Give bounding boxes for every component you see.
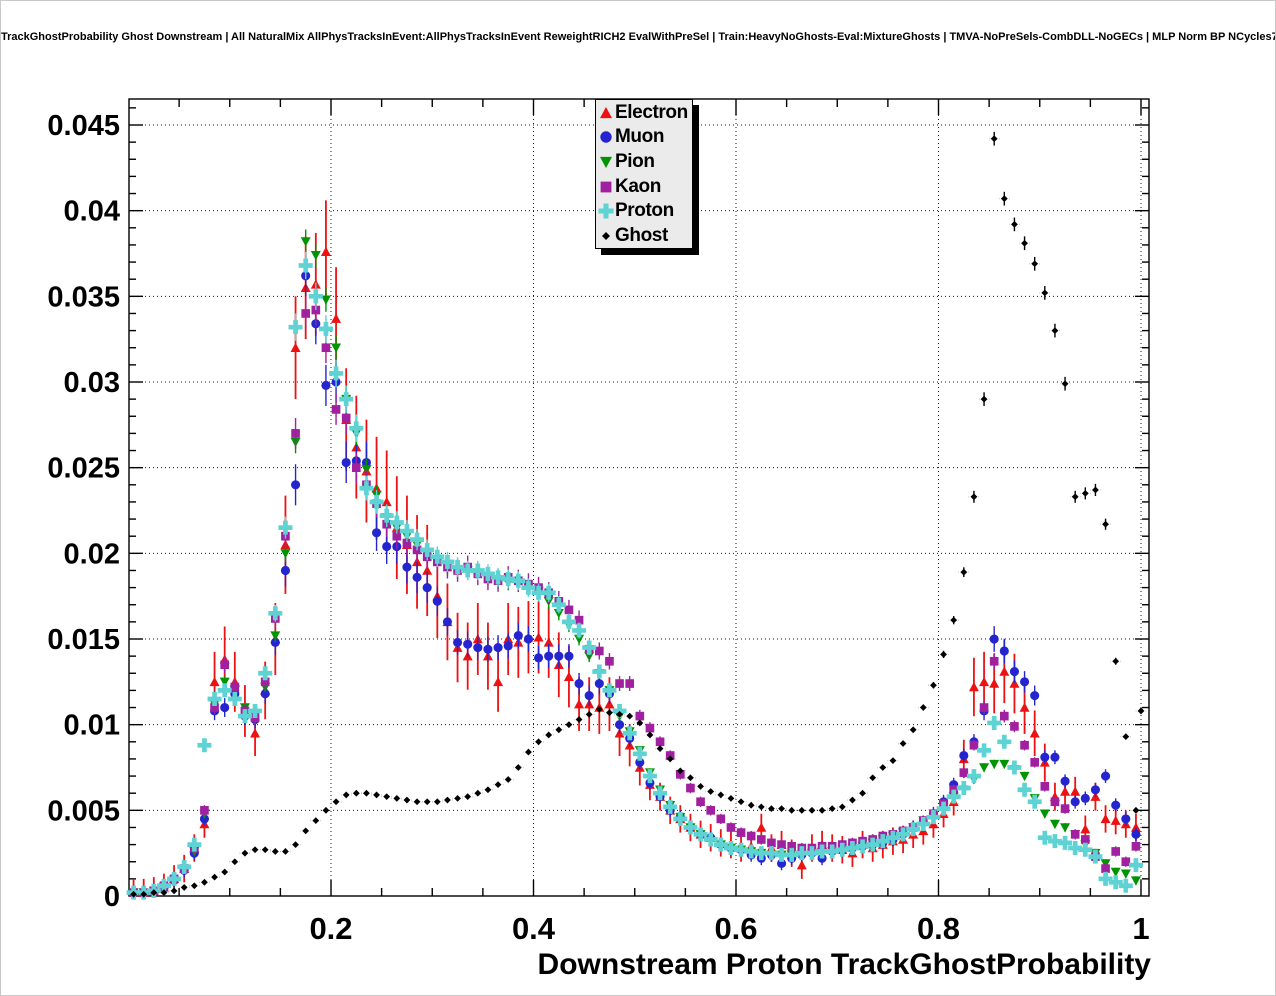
y-tick-label: 0.025 bbox=[47, 453, 120, 485]
x-tick-label: 0.4 bbox=[512, 911, 556, 946]
x-tick-label: 0.6 bbox=[714, 911, 757, 946]
series-ghost bbox=[130, 131, 1147, 898]
axis-ticks bbox=[129, 99, 1149, 896]
gridlines bbox=[129, 99, 1149, 896]
legend-label: Electron bbox=[615, 101, 688, 123]
kaon-marker-icon bbox=[600, 181, 612, 192]
legend-label: Muon bbox=[615, 126, 665, 148]
x-tick-label: 1 bbox=[1132, 911, 1149, 946]
series-proton bbox=[126, 251, 1143, 900]
legend-label: Proton bbox=[615, 200, 674, 222]
y-tick-labels: 0 0.005 0.01 0.015 0.02 0.025 0.03 0.035 0.04 0.0… bbox=[47, 110, 120, 913]
legend-item-pion: Pion bbox=[596, 149, 692, 174]
y-tick-label: 0.045 bbox=[47, 110, 120, 142]
series-electron bbox=[128, 200, 1141, 897]
legend-label: Kaon bbox=[615, 175, 661, 197]
series-pion bbox=[128, 229, 1141, 898]
plot-title: TrackGhostProbability Ghost Downstream |… bbox=[1, 31, 1275, 43]
electron-marker-icon bbox=[600, 106, 612, 118]
ghost-marker-icon bbox=[602, 231, 610, 240]
x-tick-label: 0.2 bbox=[309, 911, 352, 946]
y-tick-label: 0 bbox=[104, 881, 120, 913]
x-axis-title: Downstream Proton TrackGhostProbability bbox=[538, 948, 1152, 981]
x-tick-label: 0.8 bbox=[917, 911, 960, 946]
legend-label: Pion bbox=[615, 150, 655, 172]
x-tick-labels: 0.2 0.4 0.6 0.8 1 bbox=[309, 911, 1149, 946]
legend-item-ghost: Ghost bbox=[596, 223, 692, 248]
proton-marker-icon bbox=[598, 203, 614, 219]
legend-item-muon: Muon bbox=[596, 125, 692, 150]
y-tick-label: 0.035 bbox=[47, 281, 120, 313]
legend-item-proton: Proton bbox=[596, 198, 692, 223]
legend-label: Ghost bbox=[615, 224, 668, 246]
y-tick-label: 0.02 bbox=[64, 538, 120, 570]
y-tick-label: 0.005 bbox=[47, 795, 120, 827]
legend-item-kaon: Kaon bbox=[596, 174, 692, 199]
y-tick-label: 0.04 bbox=[64, 196, 120, 228]
y-tick-label: 0.015 bbox=[47, 624, 120, 656]
series-muon bbox=[129, 255, 1141, 898]
legend-item-electron: Electron bbox=[596, 100, 692, 125]
y-tick-label: 0.03 bbox=[64, 367, 120, 399]
pion-marker-icon bbox=[600, 156, 612, 168]
series-kaon bbox=[129, 294, 1141, 897]
muon-marker-icon bbox=[600, 131, 612, 144]
y-tick-label: 0.01 bbox=[64, 710, 120, 742]
legend: Electron Muon Pion Kaon Proton Ghost bbox=[595, 99, 693, 249]
